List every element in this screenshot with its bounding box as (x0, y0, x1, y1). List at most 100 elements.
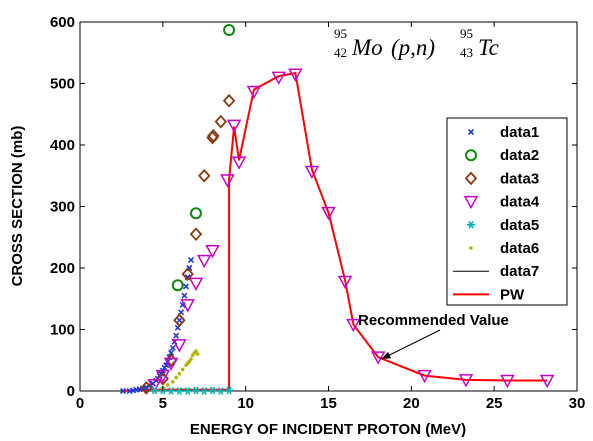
point-data4-18 (370, 351, 386, 365)
point-data1-26 (181, 292, 188, 299)
x-tick-label-20: 20 (403, 395, 420, 412)
y-tick-label-0: 0 (67, 383, 75, 400)
x-tick-label-30: 30 (569, 395, 586, 412)
legend-label-PW: PW (500, 286, 525, 303)
legend-item-data4: data4 (463, 194, 540, 211)
legend-item-data1: data1 (467, 124, 539, 141)
point-data4-3 (172, 339, 187, 353)
point-data5-2 (167, 387, 176, 395)
series-line-PW (123, 71, 548, 392)
point-data1-21 (173, 332, 180, 339)
legend-item-data7: data7 (453, 263, 539, 280)
point-data3-3 (173, 313, 186, 328)
point-data4-7 (205, 245, 220, 259)
x-tick-label-10: 10 (237, 395, 254, 412)
point-data2-2 (223, 23, 236, 36)
point-data3-8 (207, 128, 220, 143)
reaction-mo-symbol: Mo (351, 35, 383, 60)
point-data5-9 (225, 386, 234, 395)
point-data5-3 (175, 387, 184, 395)
point-data1-18 (168, 349, 175, 356)
point-data4-12 (271, 71, 287, 85)
point-data6-1 (166, 383, 170, 387)
point-data1-0 (120, 387, 127, 395)
legend-swatch-data5 (467, 220, 475, 229)
point-data5-4 (183, 387, 192, 395)
point-data4-8 (220, 174, 235, 188)
point-data3-5 (189, 227, 203, 242)
point-data6-12 (194, 349, 198, 353)
reaction-mo-mass: 95 (334, 26, 347, 41)
point-data4-0 (147, 379, 162, 393)
point-data4-13 (288, 68, 303, 82)
point-data1-6 (143, 384, 150, 391)
y-axis-label: CROSS SECTION (mb) (9, 126, 26, 287)
x-tick-label-15: 15 (320, 395, 337, 412)
recommended-value-annotation: Recommended Value (358, 312, 509, 360)
point-data4-19 (417, 369, 432, 384)
point-data1-23 (176, 317, 183, 324)
reaction-tc-mass: 95 (460, 26, 473, 41)
x-tick-label-25: 25 (486, 395, 503, 412)
point-data4-11 (246, 85, 262, 100)
y-tick-label-300: 300 (50, 199, 75, 216)
legend-label-data3: data3 (500, 170, 539, 187)
reaction-label: 95 42 Mo (p,n) 95 43 Tc (334, 26, 499, 60)
point-data4-20 (458, 374, 474, 388)
point-data3-6 (198, 168, 211, 183)
reaction-process: (p,n) (391, 35, 435, 60)
legend-swatch-data3 (464, 171, 478, 186)
point-data4-1 (155, 369, 171, 384)
point-data4-17 (346, 318, 361, 333)
point-data3-4 (181, 267, 194, 281)
reaction-mo-z: 42 (334, 45, 347, 60)
point-data3-0 (140, 381, 153, 395)
legend-label-data7: data7 (500, 263, 539, 280)
x-axis-label: ENERGY OF INCIDENT PROTON (MeV) (190, 421, 466, 438)
legend-label-data5: data5 (500, 217, 539, 234)
point-data6-5 (180, 367, 185, 372)
point-data4-16 (337, 275, 353, 290)
point-data4-21 (500, 374, 515, 389)
legend-item-data5: data5 (467, 217, 539, 234)
point-data4-15 (321, 206, 336, 221)
x-tick-label-5: 5 (159, 395, 167, 412)
point-data2-1 (189, 207, 202, 220)
y-tick-label-500: 500 (50, 76, 75, 93)
point-data6-13 (195, 352, 200, 356)
point-data4-2 (163, 357, 179, 371)
x-tick-label-0: 0 (76, 395, 84, 412)
point-data6-3 (174, 375, 178, 380)
point-data4-5 (188, 277, 204, 291)
legend-swatch-data1 (467, 128, 475, 136)
y-tick-label-400: 400 (50, 137, 75, 154)
point-data2-0 (171, 279, 184, 292)
chart-marks (120, 23, 555, 395)
point-data6-9 (189, 357, 193, 361)
legend-label-data4: data4 (500, 194, 540, 211)
point-data3-10 (222, 93, 236, 108)
point-data4-14 (304, 165, 320, 180)
point-data5-6 (200, 387, 209, 395)
legend-label-data2: data2 (500, 147, 539, 164)
legend-label-data6: data6 (500, 240, 539, 257)
legend: data1 data2 data3 data4 data5 data6 data7 PW (446, 117, 568, 306)
point-data1-30 (187, 256, 195, 264)
legend-item-data2: data2 (465, 147, 539, 164)
point-data1-19 (169, 344, 176, 352)
point-data6-2 (170, 379, 175, 384)
y-tick-label-200: 200 (50, 260, 75, 277)
point-data5-5 (191, 386, 200, 395)
point-data3-9 (214, 114, 228, 129)
annotation-arrowhead (381, 351, 392, 359)
legend-box (446, 117, 568, 306)
point-data5-0 (150, 386, 159, 395)
reaction-tc-symbol: Tc (478, 35, 499, 60)
y-tick-label-100: 100 (50, 322, 75, 339)
legend-item-PW: PW (453, 286, 525, 303)
legend-label-data1: data1 (500, 124, 539, 141)
legend-swatch-data6 (469, 246, 473, 250)
point-data1-25 (179, 301, 186, 308)
